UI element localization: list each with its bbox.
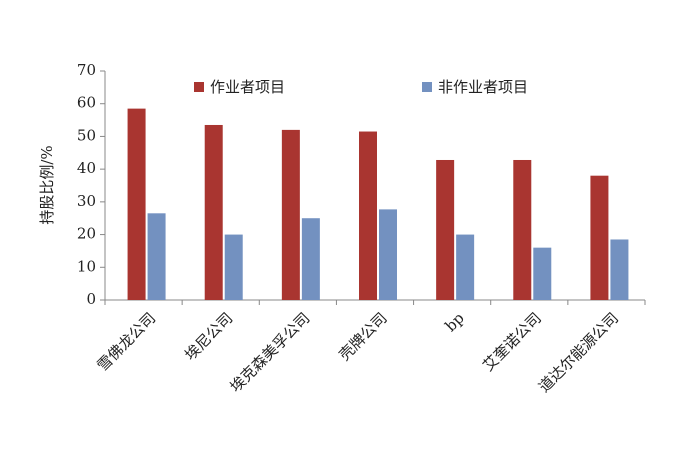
bar — [379, 209, 397, 300]
y-tick-label: 70 — [77, 61, 96, 79]
y-tick-label: 60 — [77, 94, 96, 112]
x-tick-label: 埃尼公司 — [181, 309, 236, 364]
legend-label: 作业者项目 — [210, 78, 285, 96]
bar — [204, 124, 223, 300]
bar — [301, 218, 320, 300]
bar — [281, 129, 300, 300]
bar — [359, 131, 377, 300]
bar — [610, 239, 629, 300]
bar — [127, 108, 146, 300]
y-tick-label: 0 — [86, 290, 96, 308]
legend-label: 非作业者项目 — [438, 78, 528, 96]
bar — [513, 159, 532, 300]
x-tick-label: 艾奎诺公司 — [479, 309, 545, 375]
x-tick-label: 埃克森美孚公司 — [227, 309, 314, 396]
legend-swatch — [194, 82, 204, 92]
y-tick-label: 40 — [77, 159, 96, 177]
y-tick-label: 20 — [77, 225, 96, 243]
x-tick-label: 雪佛龙公司 — [93, 309, 159, 375]
y-tick-label: 10 — [77, 257, 96, 275]
bar — [436, 159, 455, 300]
x-tick-label: bp — [441, 309, 467, 335]
bar — [147, 213, 166, 300]
bar — [456, 234, 475, 300]
y-tick-label: 30 — [77, 192, 96, 210]
y-axis-label: 持股比例/% — [38, 145, 56, 224]
y-tick-label: 50 — [77, 126, 96, 144]
bar — [224, 234, 243, 300]
x-tick-label: 道达尔能源公司 — [535, 309, 622, 396]
bar — [590, 175, 609, 300]
legend-swatch — [422, 82, 432, 92]
x-tick-label: 壳牌公司 — [335, 309, 390, 364]
bar — [533, 247, 552, 300]
